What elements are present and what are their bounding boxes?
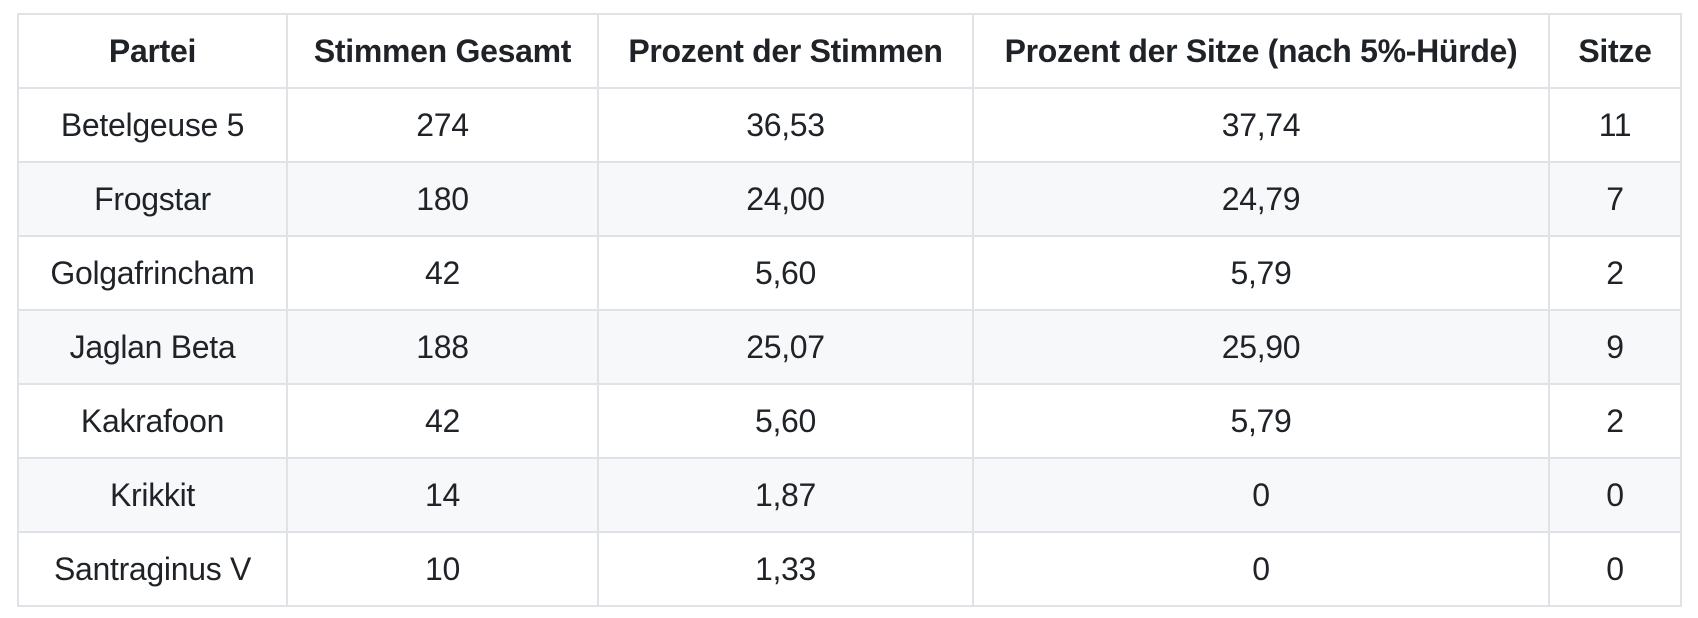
table-row: Frogstar 180 24,00 24,79 7: [17, 161, 1682, 237]
cell-stimmen-gesamt: 42: [286, 235, 599, 311]
cell-prozent-sitze: 37,74: [972, 87, 1550, 163]
header-row: Partei Stimmen Gesamt Prozent der Stimme…: [17, 13, 1682, 89]
cell-stimmen-gesamt: 10: [286, 531, 599, 607]
cell-partei: Jaglan Beta: [17, 309, 288, 385]
cell-partei: Betelgeuse 5: [17, 87, 288, 163]
cell-sitze: 0: [1548, 531, 1682, 607]
table-row: Betelgeuse 5 274 36,53 37,74 11: [17, 87, 1682, 163]
cell-prozent-sitze: 5,79: [972, 383, 1550, 459]
cell-prozent-stimmen: 5,60: [597, 235, 974, 311]
cell-stimmen-gesamt: 42: [286, 383, 599, 459]
cell-sitze: 7: [1548, 161, 1682, 237]
cell-prozent-stimmen: 1,33: [597, 531, 974, 607]
cell-partei: Frogstar: [17, 161, 288, 237]
cell-stimmen-gesamt: 188: [286, 309, 599, 385]
column-header-prozent-stimmen: Prozent der Stimmen: [597, 13, 974, 89]
column-header-prozent-sitze: Prozent der Sitze (nach 5%-Hürde): [972, 13, 1550, 89]
cell-sitze: 2: [1548, 383, 1682, 459]
column-header-stimmen-gesamt: Stimmen Gesamt: [286, 13, 599, 89]
column-header-sitze: Sitze: [1548, 13, 1682, 89]
table-row: Kakrafoon 42 5,60 5,79 2: [17, 383, 1682, 459]
table-row: Jaglan Beta 188 25,07 25,90 9: [17, 309, 1682, 385]
cell-prozent-stimmen: 36,53: [597, 87, 974, 163]
cell-stimmen-gesamt: 14: [286, 457, 599, 533]
cell-prozent-stimmen: 5,60: [597, 383, 974, 459]
cell-sitze: 9: [1548, 309, 1682, 385]
table-row: Santraginus V 10 1,33 0 0: [17, 531, 1682, 607]
cell-partei: Santraginus V: [17, 531, 288, 607]
cell-prozent-sitze: 24,79: [972, 161, 1550, 237]
cell-prozent-sitze: 0: [972, 531, 1550, 607]
column-header-partei: Partei: [17, 13, 288, 89]
cell-prozent-sitze: 5,79: [972, 235, 1550, 311]
cell-partei: Krikkit: [17, 457, 288, 533]
cell-sitze: 11: [1548, 87, 1682, 163]
cell-sitze: 2: [1548, 235, 1682, 311]
cell-partei: Golgafrincham: [17, 235, 288, 311]
cell-sitze: 0: [1548, 457, 1682, 533]
cell-prozent-sitze: 25,90: [972, 309, 1550, 385]
cell-prozent-stimmen: 1,87: [597, 457, 974, 533]
cell-stimmen-gesamt: 274: [286, 87, 599, 163]
table-row: Golgafrincham 42 5,60 5,79 2: [17, 235, 1682, 311]
cell-stimmen-gesamt: 180: [286, 161, 599, 237]
cell-prozent-sitze: 0: [972, 457, 1550, 533]
cell-partei: Kakrafoon: [17, 383, 288, 459]
cell-prozent-stimmen: 24,00: [597, 161, 974, 237]
table-row: Krikkit 14 1,87 0 0: [17, 457, 1682, 533]
election-results-table: Partei Stimmen Gesamt Prozent der Stimme…: [17, 13, 1682, 607]
cell-prozent-stimmen: 25,07: [597, 309, 974, 385]
